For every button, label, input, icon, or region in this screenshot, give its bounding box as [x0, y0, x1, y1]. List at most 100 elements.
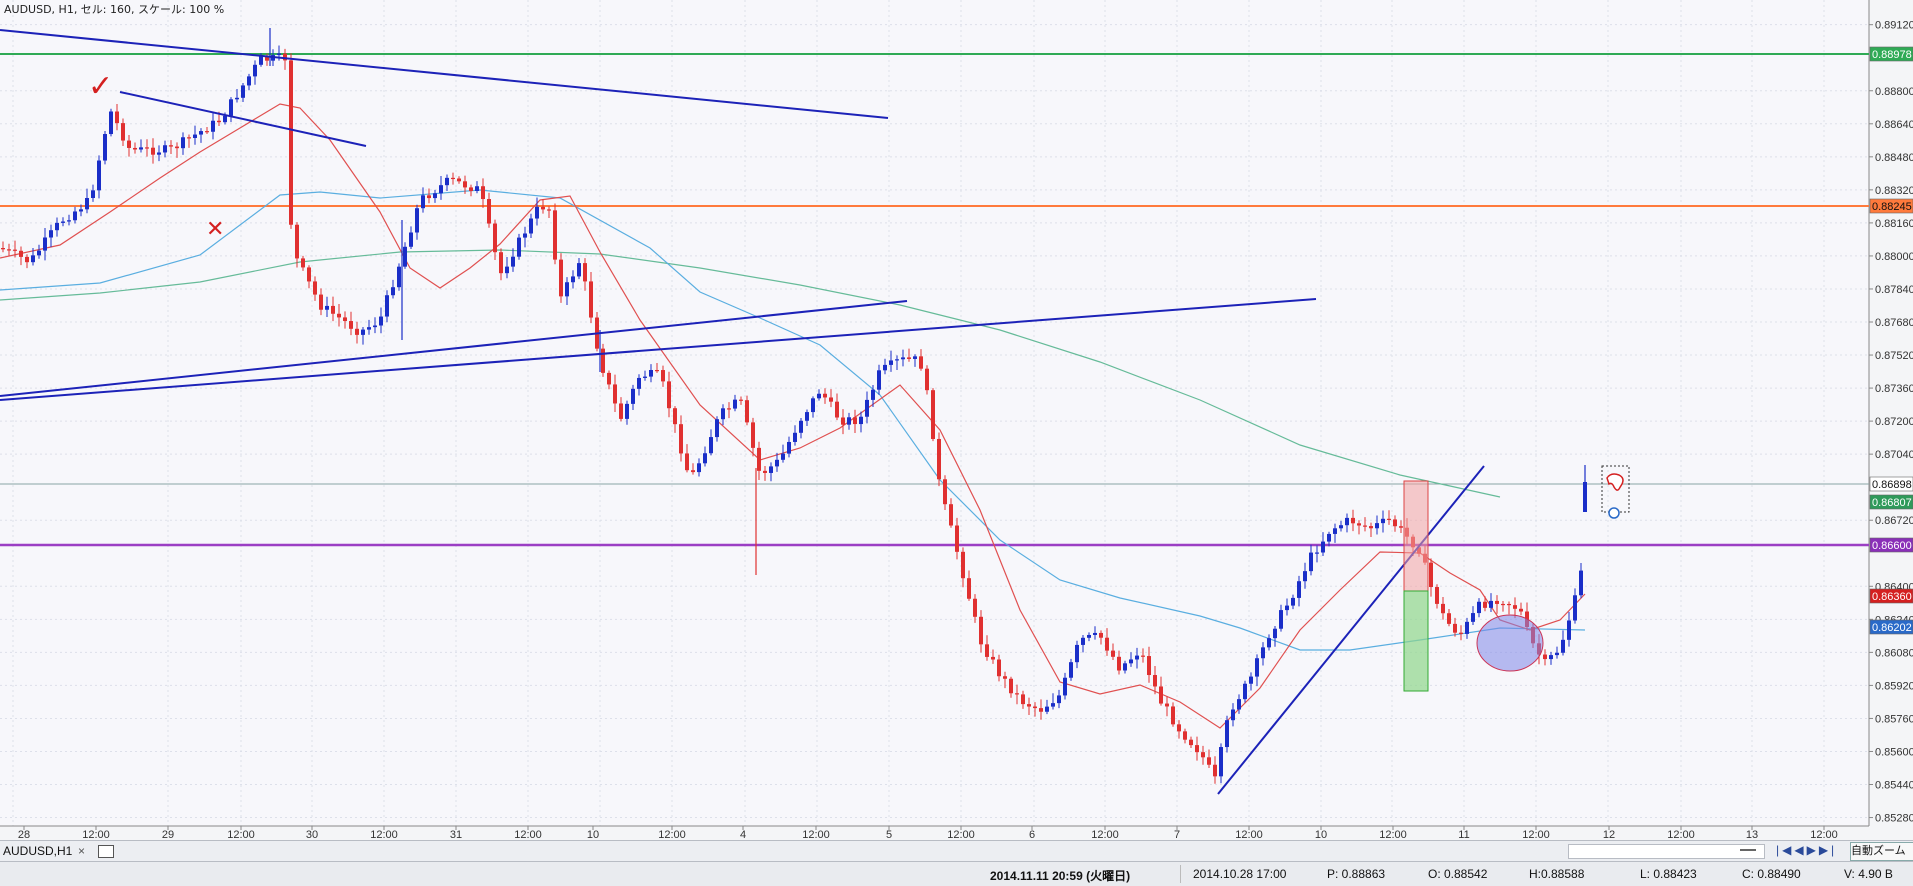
candle-body [37, 250, 41, 256]
candle-body [817, 393, 821, 399]
candle-body [1261, 647, 1265, 659]
time-tick-label: 12:00 [1091, 829, 1119, 840]
candle-body [577, 263, 581, 277]
candle-body [235, 97, 239, 100]
candle-body [1441, 603, 1445, 614]
candle-body [163, 145, 167, 153]
candle-body [1093, 632, 1097, 635]
last-bar-icon[interactable]: ▶| [1818, 843, 1838, 857]
candle-body [481, 186, 485, 200]
candle-body [127, 140, 131, 148]
candle-body [199, 131, 203, 135]
candle-body [631, 388, 635, 404]
candle-body [373, 325, 377, 328]
price-tick-label: 0.87680 [1875, 317, 1913, 329]
candle-body [1297, 581, 1301, 598]
candle-body [133, 147, 137, 150]
candle-body [1045, 706, 1049, 712]
time-tick-label: 12:00 [514, 829, 542, 840]
candle-body [541, 206, 545, 210]
candle-body [889, 360, 893, 365]
price-tick-label: 0.88800 [1875, 86, 1913, 98]
candle-body [1453, 623, 1457, 633]
chart-nav-buttons[interactable]: |◀◀▶▶| [1776, 843, 1837, 857]
candle-body [505, 266, 509, 274]
time-tick-label: 12:00 [82, 829, 110, 840]
candle-body [1159, 686, 1163, 704]
candle-body [835, 401, 839, 418]
candle-body [211, 120, 215, 132]
price-tick-label: 0.88640 [1875, 119, 1913, 131]
candle-body [85, 197, 89, 210]
next-icon[interactable]: ▶ [1806, 843, 1819, 857]
candle-body [1339, 525, 1343, 529]
candle-body [283, 53, 287, 61]
time-tick-label: 13 [1746, 829, 1758, 840]
candle-body [559, 259, 563, 297]
candle-body [937, 438, 941, 480]
candle-body [583, 263, 587, 282]
close-icon[interactable]: × [78, 844, 86, 858]
candle-body [1519, 608, 1523, 612]
ma-green-line [0, 249, 1501, 498]
first-bar-icon[interactable]: |◀ [1776, 843, 1795, 857]
candle-body [607, 372, 611, 385]
time-tick-label: 7 [1174, 829, 1180, 840]
candle-body [1315, 552, 1319, 554]
candle-body [1225, 720, 1229, 748]
price-tag-green [1869, 46, 1913, 62]
status-bar-time: 2014.10.28 17:00 [1193, 867, 1287, 881]
candle-body [1495, 600, 1499, 604]
candle-body [403, 246, 407, 267]
candle-body [1303, 571, 1307, 582]
candle-body [1099, 632, 1103, 638]
check-mark-icon: ✓ [88, 69, 113, 104]
trend-line [1217, 465, 1485, 795]
candle-body [523, 233, 527, 238]
chart-tab-bar: AUDUSD,H1 × |◀◀▶▶| 自動ズーム [0, 840, 1913, 861]
candle-body [1543, 654, 1547, 660]
candle-body [421, 195, 425, 209]
candle-body [883, 364, 887, 371]
candle-body [1549, 655, 1553, 660]
candle-body [697, 463, 701, 473]
window-icon[interactable] [98, 845, 114, 858]
candle-body [1435, 587, 1439, 604]
candle-body [973, 598, 977, 617]
candle-body [757, 447, 761, 471]
candle-body [1513, 605, 1517, 609]
scroll-thumb[interactable] [1740, 849, 1756, 851]
candle-body [1153, 675, 1157, 687]
tab-audusd-h1[interactable]: AUDUSD,H1 [0, 841, 72, 861]
prev-icon[interactable]: ◀ [1794, 843, 1807, 857]
candle-body [7, 249, 11, 251]
price-tick-label: 0.88480 [1875, 152, 1913, 164]
candle-body [901, 357, 905, 360]
candle-body [547, 209, 551, 211]
candle-body [1171, 706, 1175, 725]
candle-body [1015, 693, 1019, 695]
candle-body [1363, 525, 1367, 527]
auto-zoom-button[interactable]: 自動ズーム [1850, 842, 1913, 861]
candle-body [1, 248, 5, 250]
price-tag-bid [1869, 476, 1913, 492]
candle-body [991, 656, 995, 660]
candle-body [1177, 724, 1181, 732]
candle-body [529, 218, 533, 234]
time-tick-label: 10 [1315, 829, 1327, 840]
time-tick-label: 12:00 [1810, 829, 1838, 840]
candle-body [1213, 764, 1217, 777]
candle-body [1057, 695, 1061, 704]
candle-body [931, 390, 935, 439]
horizontal-scrollbar[interactable] [1568, 844, 1765, 859]
price-chart[interactable]: 0.89120 0.88800 0.88640 0.88480 0.88320 0.881… [0, 0, 1913, 840]
candle-body [1003, 676, 1007, 679]
candle-body [1243, 683, 1247, 700]
candle-body [295, 224, 299, 259]
candle-body [277, 53, 281, 56]
price-tick-label: 0.87360 [1875, 383, 1913, 395]
candle-body [325, 305, 329, 310]
candle-body [385, 295, 389, 317]
candle-body [1327, 533, 1331, 542]
